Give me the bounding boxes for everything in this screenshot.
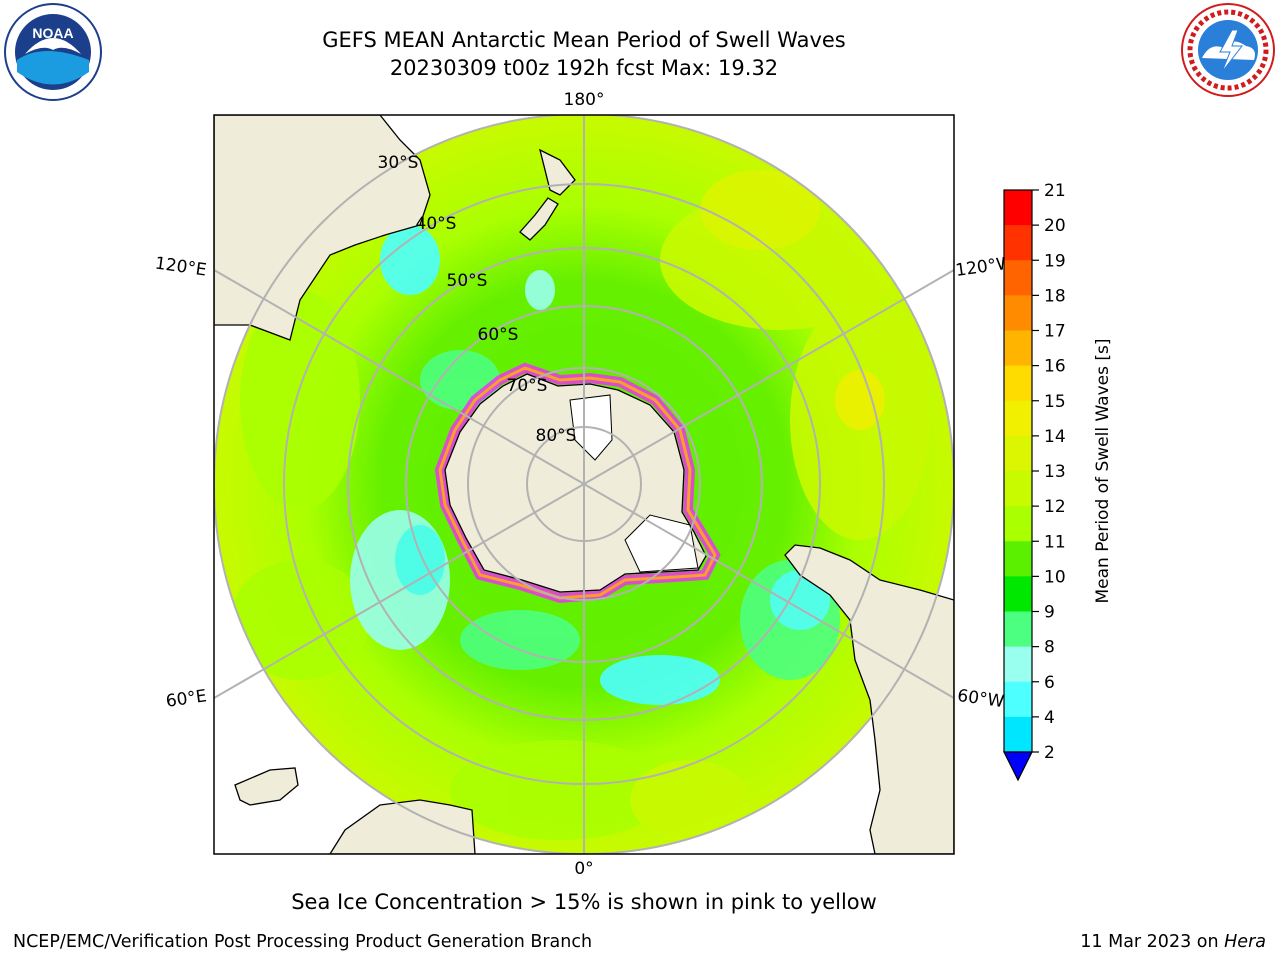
lat-label-30s: 30°S [378,153,419,173]
lon-label-180: 180° [564,90,605,110]
lon-label-60e: 60°E [165,686,208,711]
colorbar-tick-label: 11 [1044,532,1066,552]
colorbar-bands [1004,190,1032,753]
colorbar-band [1004,506,1032,542]
nws-logo [1181,3,1275,97]
lon-label-0: 0° [574,859,593,879]
lat-label-50s: 50°S [447,271,488,291]
colorbar-band [1004,330,1032,367]
colorbar-band [1004,225,1032,261]
colorbar-band [1004,471,1032,507]
colorbar-tick-label: 15 [1044,392,1066,412]
colorbar-band [1004,716,1032,753]
lat-label-70s: 70°S [507,376,548,396]
colorbar-band [1004,681,1032,718]
colorbar-tick-label: 10 [1044,567,1066,587]
lon-label-120e: 120°E [154,254,208,281]
colorbar-band [1004,295,1032,331]
colorbar-tick-label: 9 [1044,603,1055,623]
colorbar-band [1004,400,1032,437]
colorbar-tick-label: 21 [1044,181,1066,201]
colorbar-band [1004,435,1032,472]
colorbar-tick-label: 20 [1044,216,1066,236]
footer-host: Hera [1224,932,1266,952]
map-frame [213,114,955,855]
map-title: GEFS MEAN Antarctic Mean Period of Swell… [322,28,846,52]
noaa-logo: NOAA [4,3,102,101]
lat-label-60s: 60°S [478,325,519,345]
sea-ice-note: Sea Ice Concentration > 15% is shown in … [291,890,877,914]
colorbar-band [1004,611,1032,648]
colorbar-band [1004,260,1032,296]
lat-label-80s: 80°S [536,426,577,446]
footer-credit: NCEP/EMC/Verification Post Processing Pr… [13,932,593,952]
graticule [214,115,954,854]
colorbar-tick-label: 4 [1044,708,1055,728]
footer-date-text: 11 Mar 2023 on [1080,932,1225,952]
colorbar-tick-label: 2 [1044,743,1055,763]
map-subtitle: 20230309 t00z 192h fcst Max: 19.32 [389,56,779,80]
colorbar-band [1004,646,1032,683]
colorbar-ticks: 21 20 19 18 17 16 15 14 13 12 11 10 9 8 6 4 2 [1032,181,1066,763]
colorbar-band [1004,365,1032,402]
colorbar-band [1004,576,1032,612]
colorbar-tick-label: 17 [1044,322,1066,342]
colorbar-tick-label: 13 [1044,462,1066,482]
lat-label-40s: 40°S [416,214,457,234]
colorbar-tick-label: 12 [1044,497,1066,517]
svg-text:NOAA: NOAA [32,25,73,41]
colorbar: 21 20 19 18 17 16 15 14 13 12 11 10 9 8 6 4 2 Mean Perio… [1003,181,1113,782]
colorbar-tick-label: 14 [1044,427,1066,447]
colorbar-band [1004,190,1032,226]
colorbar-tick-label: 18 [1044,286,1066,306]
colorbar-label: Mean Period of Swell Waves [s] [1093,339,1113,604]
colorbar-tick-label: 16 [1044,357,1066,377]
colorbar-tick-label: 19 [1044,251,1066,271]
colorbar-band [1004,541,1032,577]
footer-date: 11 Mar 2023 on Hera [1080,932,1266,952]
colorbar-tick-label: 8 [1044,638,1055,658]
colorbar-tick-label: 6 [1044,673,1055,693]
colorbar-extend-arrow [1003,751,1033,782]
